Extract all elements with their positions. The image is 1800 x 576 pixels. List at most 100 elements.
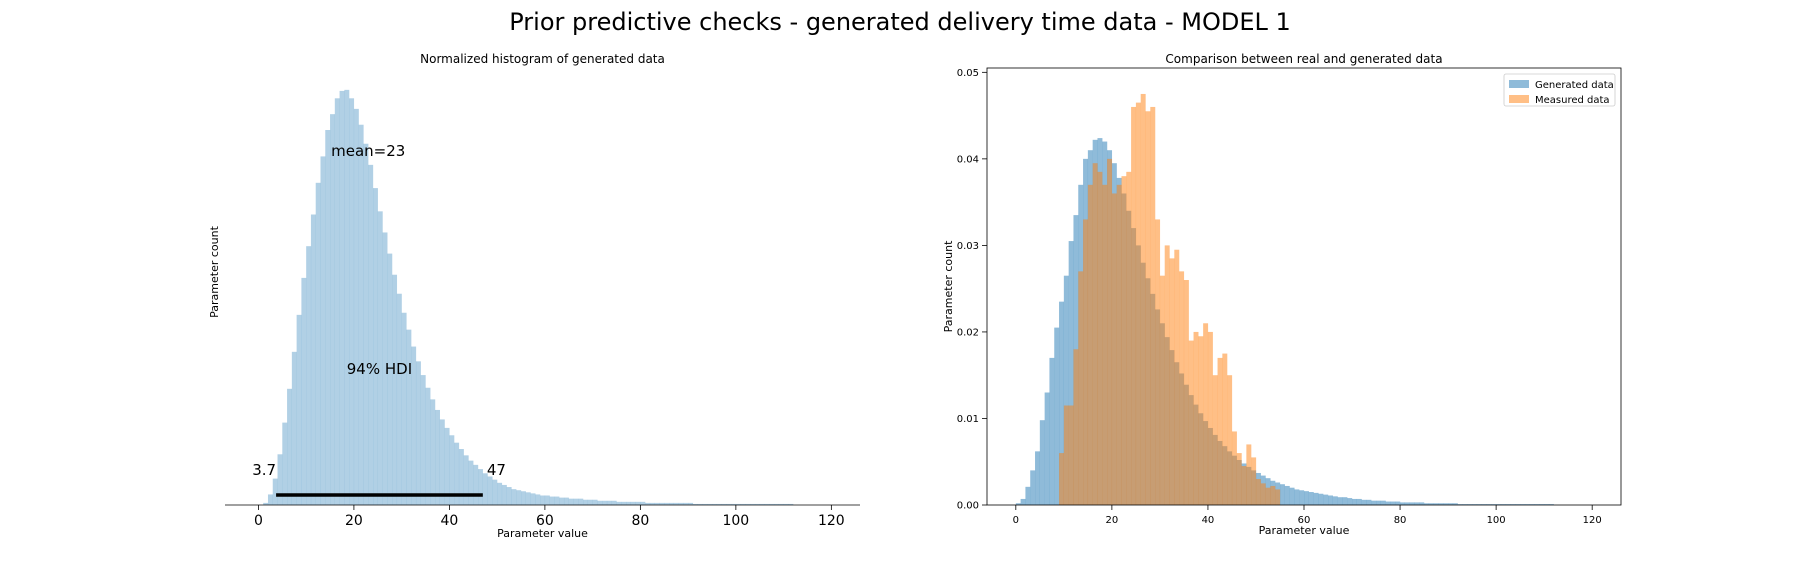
generated-data-bar — [1419, 502, 1425, 505]
measured-data-bar — [1212, 375, 1218, 505]
legend-entry: Generated data — [1535, 80, 1614, 91]
histogram-bar — [392, 274, 398, 505]
measured-data-bar — [1135, 102, 1141, 505]
histogram-bar — [750, 503, 756, 505]
histogram-bar — [315, 182, 321, 505]
y-tick-label: 0.04 — [957, 154, 979, 165]
generated-data-bar — [1400, 502, 1406, 505]
histogram-title: Normalized histogram of generated data — [420, 52, 665, 66]
histogram-bar — [282, 422, 288, 505]
histogram-bar — [673, 502, 679, 505]
histogram-bar — [578, 498, 584, 505]
histogram-bar — [788, 503, 794, 505]
measured-data-bar — [1231, 431, 1237, 505]
histogram-bar — [430, 399, 436, 505]
histogram-bar — [654, 502, 660, 505]
histogram-bar — [463, 455, 469, 505]
histogram-bar — [310, 214, 316, 505]
generated-data-bar — [1505, 504, 1511, 505]
hdi-label: 94% HDI — [347, 360, 412, 378]
histogram-bar — [535, 494, 541, 505]
y-tick-label: 0.05 — [957, 68, 979, 79]
histogram-bar — [645, 502, 651, 505]
generated-data-bar — [1356, 498, 1362, 505]
histogram-bar — [339, 90, 345, 505]
histogram-bar — [492, 479, 498, 505]
x-tick-label: 100 — [722, 513, 749, 529]
generated-data-bar — [1529, 504, 1535, 505]
histogram-bar — [688, 502, 694, 505]
measured-data-bar — [1116, 184, 1122, 505]
comparison-panel: Comparison between real and generated da… — [942, 52, 1622, 537]
histogram-bar — [721, 503, 727, 505]
generated-data-bar — [1539, 504, 1545, 505]
y-tick-label: 0.01 — [957, 414, 979, 425]
x-tick-label: 100 — [1487, 515, 1506, 526]
histogram-bar — [592, 499, 598, 505]
measured-data-bar — [1126, 171, 1132, 505]
histogram-bar — [554, 496, 560, 505]
measured-data-bar — [1174, 249, 1180, 505]
histogram-bar — [635, 501, 641, 505]
generated-data-bar — [1371, 500, 1377, 505]
x-tick-label: 80 — [631, 513, 649, 529]
histogram-bar — [583, 499, 589, 505]
histogram-bar — [325, 130, 331, 505]
histogram-bar — [649, 502, 655, 505]
histogram-bar — [678, 502, 684, 505]
measured-data-bar — [1073, 349, 1079, 505]
histogram-bar — [291, 351, 297, 505]
measured-data-bar — [1260, 483, 1266, 505]
histogram-bar — [626, 501, 631, 505]
x-tick-label: 20 — [1106, 515, 1119, 526]
generated-data-bar — [1039, 420, 1045, 505]
measured-data-bar — [1222, 353, 1228, 505]
histogram-bar — [630, 501, 636, 505]
histogram-bar — [640, 501, 646, 505]
generated-data-bar — [1491, 504, 1497, 505]
measured-data-bar — [1140, 93, 1146, 506]
histogram-bar — [764, 503, 770, 505]
histogram-bar — [406, 329, 412, 505]
histogram-bar — [478, 469, 483, 505]
histogram-bar — [439, 419, 445, 505]
histogram-bar — [711, 503, 717, 505]
histogram-bar — [616, 501, 622, 505]
generated-data-bar — [1337, 497, 1343, 505]
histogram-bar — [726, 503, 732, 505]
measured-data-bar — [1111, 193, 1117, 505]
histogram-bar — [358, 124, 364, 505]
generated-data-bar — [1524, 504, 1530, 505]
generated-data-bar — [1063, 275, 1069, 505]
legend-box — [1503, 73, 1616, 107]
measured-data-bar — [1217, 357, 1223, 505]
histogram-bar — [272, 478, 278, 505]
histogram-bar — [468, 460, 474, 505]
histogram-bar — [501, 484, 507, 505]
generated-data-bar — [1438, 503, 1444, 505]
generated-data-bar — [1035, 451, 1040, 505]
x-tick-label: 80 — [1394, 515, 1407, 526]
generated-data-bar — [1376, 500, 1381, 505]
measured-data-bar — [1078, 271, 1084, 505]
histogram-bar — [473, 464, 479, 505]
measured-data-bar — [1270, 485, 1276, 505]
y-tick-label: 0.03 — [957, 241, 979, 252]
histogram-bar — [597, 500, 603, 505]
histogram-bar — [263, 502, 269, 505]
generated-data-bar — [1390, 501, 1396, 505]
generated-data-bar — [1025, 486, 1031, 505]
histogram-bar — [396, 293, 402, 505]
comparison-title: Comparison between real and generated da… — [1165, 52, 1442, 66]
measured-data-bar — [1169, 258, 1175, 505]
generated-data-bar — [1352, 498, 1357, 505]
measured-data-bar — [1275, 489, 1281, 505]
generated-data-bar — [1462, 504, 1468, 505]
measured-data-bar — [1198, 336, 1204, 505]
histogram-bar — [425, 387, 431, 505]
generated-data-bar — [1472, 504, 1478, 505]
x-tick-label: 40 — [440, 513, 458, 529]
legend: Generated data Measured data — [1503, 73, 1616, 107]
measured-data-bar — [1193, 331, 1199, 505]
